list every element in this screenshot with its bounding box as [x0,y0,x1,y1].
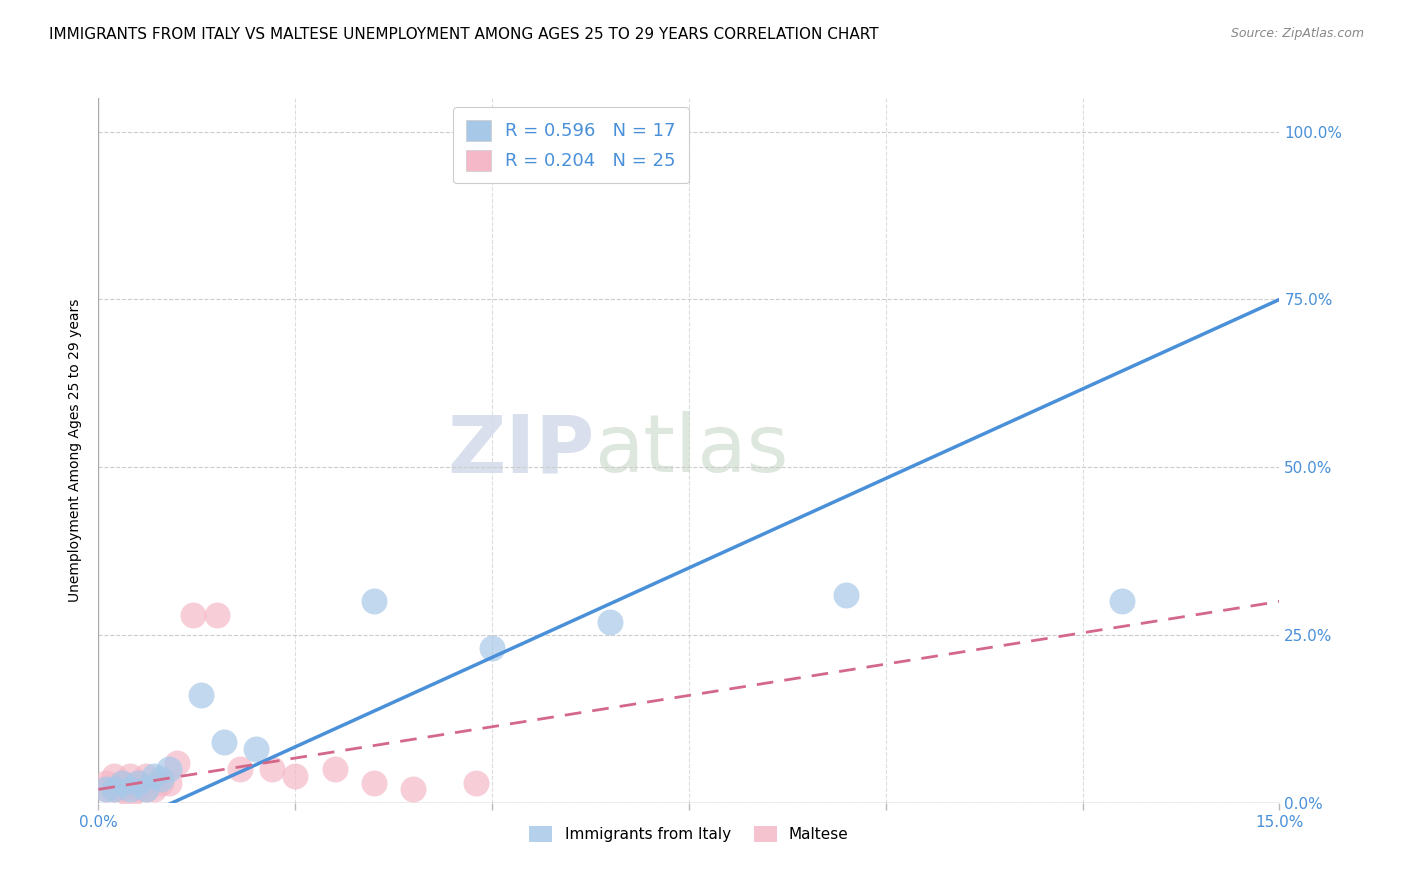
Point [96,775,118,789]
Point [214,735,236,749]
Legend: Immigrants from Italy, Maltese: Immigrants from Italy, Maltese [523,820,855,848]
Point [1111,594,1133,608]
Text: ZIP: ZIP [447,411,595,490]
Point [363,594,385,608]
Point [481,641,503,656]
Point [229,762,252,776]
Point [103,782,125,797]
Point [118,769,141,783]
Point [363,775,385,789]
Point [150,775,173,789]
Point [127,775,149,789]
Point [166,756,188,770]
Point [181,607,204,622]
Point [103,782,125,797]
Text: IMMIGRANTS FROM ITALY VS MALTESE UNEMPLOYMENT AMONG AGES 25 TO 29 YEARS CORRELAT: IMMIGRANTS FROM ITALY VS MALTESE UNEMPLO… [49,27,879,42]
Point [118,782,141,797]
Point [323,762,346,776]
Point [142,769,165,783]
Text: atlas: atlas [595,411,789,490]
Point [402,782,425,797]
Point [599,615,621,629]
Point [142,782,165,797]
Point [127,782,149,797]
Point [284,769,307,783]
Point [260,762,283,776]
Point [150,772,173,787]
Point [157,775,180,789]
Point [111,775,134,789]
Point [135,782,157,797]
Point [157,762,180,776]
Text: Source: ZipAtlas.com: Source: ZipAtlas.com [1230,27,1364,40]
Point [135,769,157,783]
Point [245,742,267,756]
Point [127,775,149,789]
Point [96,782,118,797]
Point [111,782,134,797]
Point [135,782,157,797]
Point [190,689,212,703]
Point [465,775,488,789]
Point [118,789,141,803]
Point [96,782,118,797]
Point [205,607,228,622]
Y-axis label: Unemployment Among Ages 25 to 29 years: Unemployment Among Ages 25 to 29 years [69,299,83,602]
Point [103,769,125,783]
Point [835,588,858,602]
Point [111,775,134,789]
